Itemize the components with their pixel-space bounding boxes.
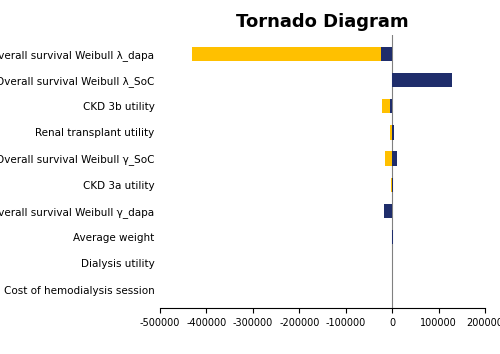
Bar [380, 46, 392, 61]
Bar [392, 73, 452, 87]
Bar [390, 125, 392, 139]
Bar [390, 178, 392, 192]
Bar [382, 99, 392, 113]
Bar [392, 178, 393, 192]
Title: Tornado Diagram: Tornado Diagram [236, 13, 409, 31]
Bar [385, 152, 392, 166]
Bar [192, 46, 392, 61]
Bar [392, 125, 394, 139]
Bar [384, 204, 392, 218]
Bar [390, 99, 392, 113]
Bar [392, 152, 397, 166]
